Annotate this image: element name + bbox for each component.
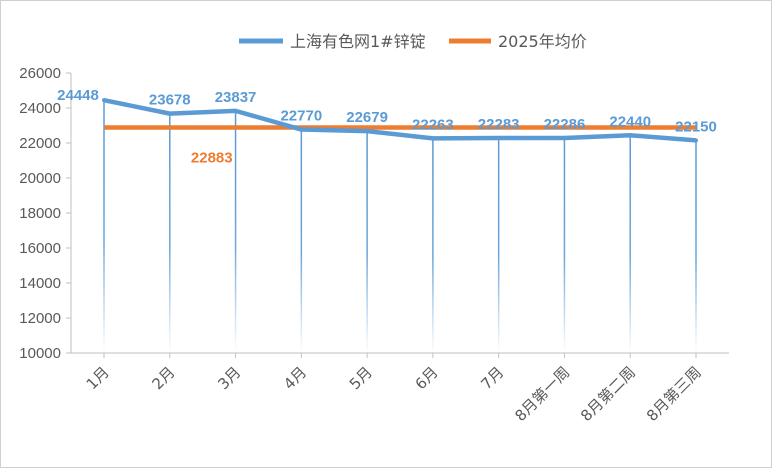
data-label: 23678	[149, 92, 191, 109]
y-tick-label: 24000	[19, 100, 61, 117]
y-tick-label: 20000	[19, 170, 61, 187]
series-layer	[102, 97, 698, 143]
drop-line	[234, 110, 237, 353]
data-label: 22150	[675, 118, 717, 135]
x-tick-label: 4月	[280, 363, 310, 393]
data-label: 22770	[280, 108, 322, 125]
legend-label-series-1: 上海有色网1#锌锭	[290, 32, 426, 51]
y-tick-label: 22000	[19, 135, 61, 152]
x-tick-label: 2月	[149, 363, 179, 393]
drop-line	[563, 137, 566, 353]
drop-line	[300, 129, 303, 353]
x-tick-label: 3月	[214, 363, 244, 393]
legend-label-series-2: 2025年均价	[498, 32, 587, 51]
drop-lines	[103, 100, 697, 353]
y-tick-label: 16000	[19, 240, 61, 257]
data-point	[430, 136, 435, 141]
x-tick-label: 6月	[412, 363, 442, 393]
data-point	[694, 138, 698, 143]
y-tick-label: 12000	[19, 310, 61, 327]
x-tick-label: 7月	[477, 363, 507, 393]
data-point	[299, 127, 304, 132]
data-point	[167, 111, 172, 116]
drop-line	[169, 113, 171, 353]
drop-line	[695, 140, 697, 353]
data-label: 22263	[412, 116, 454, 133]
y-tick-label: 14000	[19, 275, 61, 292]
drop-line	[103, 100, 105, 353]
legend: 上海有色网1#锌锭 2025年均价	[239, 32, 587, 51]
drop-line	[366, 131, 368, 353]
x-tick-label: 8月第一周	[511, 363, 573, 425]
x-tick-label: 8月第二周	[577, 363, 639, 425]
data-labels: 24448 23678 23837 22770 22679 22263 22283 22286…	[57, 87, 717, 166]
drop-line	[432, 138, 434, 353]
x-tick-label: 1月	[83, 363, 113, 393]
data-label: 22283	[478, 116, 520, 133]
series-line-main	[103, 97, 697, 143]
data-label: 22286	[544, 116, 586, 133]
drop-line	[629, 135, 631, 353]
data-label: 23837	[215, 89, 257, 106]
x-tick-label: 5月	[346, 363, 376, 393]
data-label: 22440	[609, 113, 651, 130]
data-label: 22679	[346, 109, 388, 126]
data-point	[496, 136, 501, 141]
data-label: 24448	[57, 87, 99, 104]
x-tick-label: 8月第三周	[643, 363, 705, 425]
data-point	[102, 98, 106, 103]
y-tick-label: 18000	[19, 205, 61, 222]
data-point	[233, 108, 238, 113]
x-axis: 1月 2月 3月 4月 5月 6月 7月 8月第一周 8月第二周 8月第三周	[71, 352, 729, 425]
average-label: 22883	[191, 150, 233, 167]
data-point	[562, 135, 567, 140]
y-tick-label: 26000	[19, 65, 61, 82]
y-axis: 10000 12000 14000 16000 18000 20000 22000 24000…	[19, 65, 72, 362]
y-tick-label: 10000	[19, 345, 61, 362]
data-point	[628, 133, 633, 138]
drop-line	[497, 138, 500, 353]
data-point	[365, 129, 370, 134]
